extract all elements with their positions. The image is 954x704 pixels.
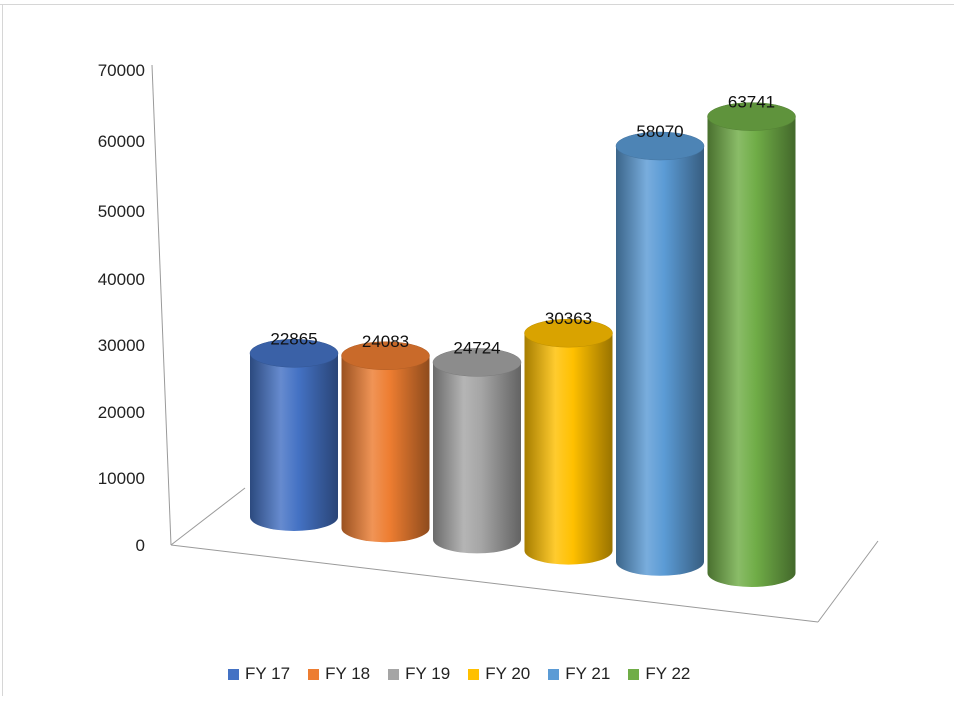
legend-swatch — [468, 668, 480, 680]
legend-item: FY 21 — [548, 664, 610, 684]
y-tick-label: 10000 — [98, 469, 145, 488]
y-tick-label: 30000 — [98, 336, 145, 355]
bar-top — [432, 348, 522, 377]
data-label: 24724 — [453, 338, 500, 357]
bar-fy-22 — [707, 102, 796, 587]
bar-top — [524, 318, 613, 348]
legend-item: FY 19 — [388, 664, 450, 684]
data-label: 58070 — [636, 122, 683, 141]
data-label: 22865 — [270, 329, 317, 348]
bar-top — [341, 341, 430, 371]
legend-swatch — [388, 668, 400, 680]
y-tick-label: 0 — [136, 536, 145, 555]
y-axis-line — [151, 64, 172, 546]
legend-item: FY 17 — [228, 664, 290, 684]
y-tick-label: 60000 — [98, 132, 145, 151]
data-label: 24083 — [362, 332, 409, 351]
bar-top — [249, 339, 339, 368]
bar-body — [341, 355, 430, 543]
y-tick-label: 70000 — [98, 61, 145, 80]
bar-fy-17 — [249, 339, 339, 531]
bar-fy-19 — [432, 348, 522, 554]
legend-label: FY 17 — [245, 664, 291, 683]
bar-body — [524, 333, 613, 565]
legend-label: FY 21 — [565, 664, 611, 683]
bar-fy-21 — [615, 131, 705, 576]
y-tick-labels: 0 10000 20000 30000 40000 50000 60000 70000 — [98, 61, 145, 555]
legend-label: FY 20 — [485, 664, 531, 683]
bar-top — [707, 102, 796, 131]
y-tick-label: 50000 — [98, 202, 145, 221]
legend-item: FY 18 — [308, 664, 370, 684]
frame-border-left — [2, 4, 3, 696]
legend-item: FY 20 — [468, 664, 530, 684]
data-label: 30363 — [545, 309, 592, 328]
bar-body — [616, 146, 704, 576]
legend-item: FY 22 — [628, 664, 690, 684]
bar-body — [433, 362, 521, 554]
frame-border-top — [0, 4, 954, 5]
y-tick-label: 20000 — [98, 403, 145, 422]
data-labels: 22865 24083 24724 30363 58070 63741 — [270, 93, 775, 358]
floor-left-edge — [170, 487, 246, 546]
legend-label: FY 18 — [325, 664, 371, 683]
bar-top — [615, 131, 705, 161]
legend-label: FY 19 — [405, 664, 451, 683]
bars-layer — [249, 102, 796, 587]
y-tick-label: 40000 — [98, 270, 145, 289]
legend-swatch — [308, 668, 320, 680]
floor-right-edge — [817, 540, 879, 623]
bar-body — [707, 116, 796, 587]
data-label: 63741 — [728, 93, 775, 112]
bar-fy-18 — [341, 341, 430, 543]
bar-body — [250, 353, 338, 531]
bar-fy-20 — [524, 318, 613, 565]
legend-swatch — [628, 668, 640, 680]
legend-swatch — [548, 668, 560, 680]
floor-front-edge — [170, 544, 819, 623]
legend-label: FY 22 — [645, 664, 691, 683]
legend-swatch — [228, 668, 239, 680]
legend: FY 17 FY 18 FY 19 FY 20 FY 21 FY 22 — [228, 664, 708, 684]
axes-layer — [151, 64, 879, 623]
